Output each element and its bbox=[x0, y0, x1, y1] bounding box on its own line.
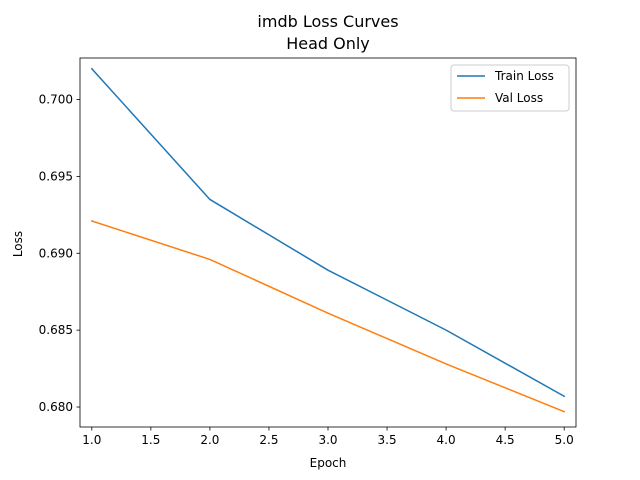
x-tick-label: 5.0 bbox=[555, 433, 574, 447]
x-tick-label: 4.5 bbox=[496, 433, 515, 447]
x-tick-label: 2.0 bbox=[200, 433, 219, 447]
legend-label-1: Val Loss bbox=[495, 91, 543, 105]
x-tick-label: 4.0 bbox=[437, 433, 456, 447]
series-line-1 bbox=[90, 220, 566, 413]
chart-title: imdb Loss Curves bbox=[257, 12, 398, 31]
x-tick-label: 3.5 bbox=[378, 433, 397, 447]
x-axis-label: Epoch bbox=[310, 456, 347, 470]
y-axis-label: Loss bbox=[11, 231, 25, 257]
x-tick-label: 1.0 bbox=[82, 433, 101, 447]
legend: Train Loss Val Loss bbox=[450, 64, 570, 112]
x-tick-label: 3.0 bbox=[318, 433, 337, 447]
y-tick-label: 0.685 bbox=[39, 323, 73, 337]
x-tick-label: 2.5 bbox=[259, 433, 278, 447]
y-tick-label: 0.700 bbox=[39, 93, 73, 107]
plot-area: 1.0 1.5 2.0 2.5 3.0 3.5 4.0 4.5 5.0 0.680 0.685 0.6… bbox=[39, 57, 577, 447]
chart-subtitle: Head Only bbox=[286, 34, 370, 53]
legend-label-0: Train Loss bbox=[494, 69, 554, 83]
series-line-0 bbox=[90, 67, 566, 398]
axes-frame bbox=[79, 57, 577, 428]
x-tick-label: 1.5 bbox=[141, 433, 160, 447]
y-tick-label: 0.680 bbox=[39, 400, 73, 414]
y-tick-label: 0.695 bbox=[39, 169, 73, 183]
y-tick-label: 0.690 bbox=[39, 246, 73, 260]
